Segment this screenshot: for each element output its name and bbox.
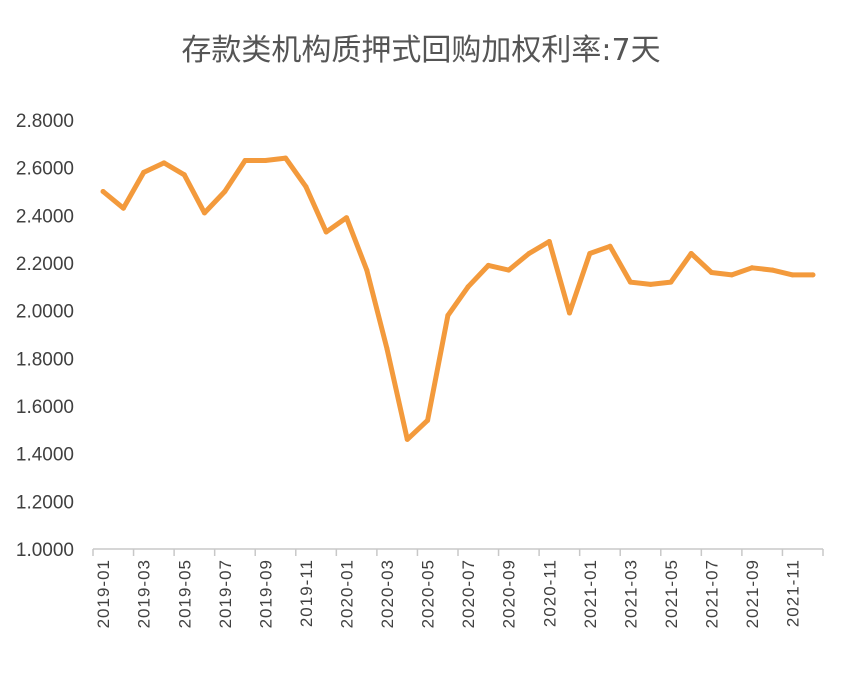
y-tick-label: 1.2000 [16,492,74,513]
x-tick-label: 2020-01 [337,559,356,628]
x-tick-label: 2021-09 [743,559,762,628]
data-point [506,267,512,273]
y-tick-label: 1.6000 [16,397,74,418]
series-line [100,155,816,442]
data-point [526,251,532,256]
data-point [749,265,755,271]
y-tick-label: 1.4000 [16,445,74,466]
x-tick-label: 2021-11 [784,559,803,627]
data-point [688,251,694,256]
data-point [242,158,248,163]
y-tick-label: 2.2000 [16,254,74,275]
data-point [161,160,167,166]
series-group [100,155,816,442]
data-point [790,272,796,278]
y-tick-label: 2.4000 [16,206,74,227]
data-point [769,267,775,273]
data-point [344,215,349,221]
x-tick-label: 2021-07 [702,559,721,628]
x-tick-label: 2019-11 [297,559,316,627]
x-tick-label: 2019-05 [175,559,194,628]
x-tick-label: 2019-03 [135,559,154,628]
x-tick-label: 2021-03 [621,559,640,628]
data-point [425,417,431,423]
x-axis: 2019-01 2019-03 2019-05 2019-07 2019-09 2019-… [92,548,824,628]
data-point [546,239,552,244]
data-point [100,189,106,194]
data-point [384,346,390,352]
x-tick-label: 2019-09 [256,559,275,628]
data-point [567,310,572,316]
x-tick-label: 2021-01 [581,559,600,628]
y-tick-label: 1.0000 [16,540,74,561]
y-tick-label: 1.8000 [16,349,74,370]
x-tick-label: 2019-07 [216,559,235,628]
data-point [323,229,329,235]
y-axis: 1.0000 1.2000 1.4000 1.6000 1.8000 2.0000 2.20… [16,111,74,561]
data-point [303,184,309,190]
data-point [202,210,207,216]
x-tick-label: 2020-09 [500,559,519,628]
chart-title: 存款类机构质押式回购加权利率:7天 [181,33,660,68]
data-point [668,279,674,285]
x-tick-label: 2020-07 [459,559,478,628]
data-point [729,272,735,278]
x-tick-label: 2021-05 [662,559,681,628]
y-tick-label: 2.6000 [16,159,74,180]
data-point [181,172,187,178]
x-tick-label: 2020-03 [378,559,397,628]
data-point [648,281,654,287]
data-point [607,243,613,249]
data-point [222,189,228,194]
data-point [627,279,633,285]
data-point [364,267,370,273]
y-tick-label: 2.8000 [16,111,74,132]
data-point [120,205,126,211]
data-point [465,284,471,290]
x-tick-label: 2020-05 [419,559,438,628]
data-point [283,155,289,161]
x-tick-label: 2019-01 [94,559,113,628]
data-point [587,251,593,256]
y-tick-label: 2.0000 [16,302,74,323]
x-tick-label: 2020-11 [540,559,559,627]
data-point [709,270,714,275]
data-point [445,312,451,318]
data-point [141,169,147,175]
data-point [262,158,268,163]
data-point [810,272,816,278]
data-point [404,436,410,442]
data-point [485,262,491,268]
